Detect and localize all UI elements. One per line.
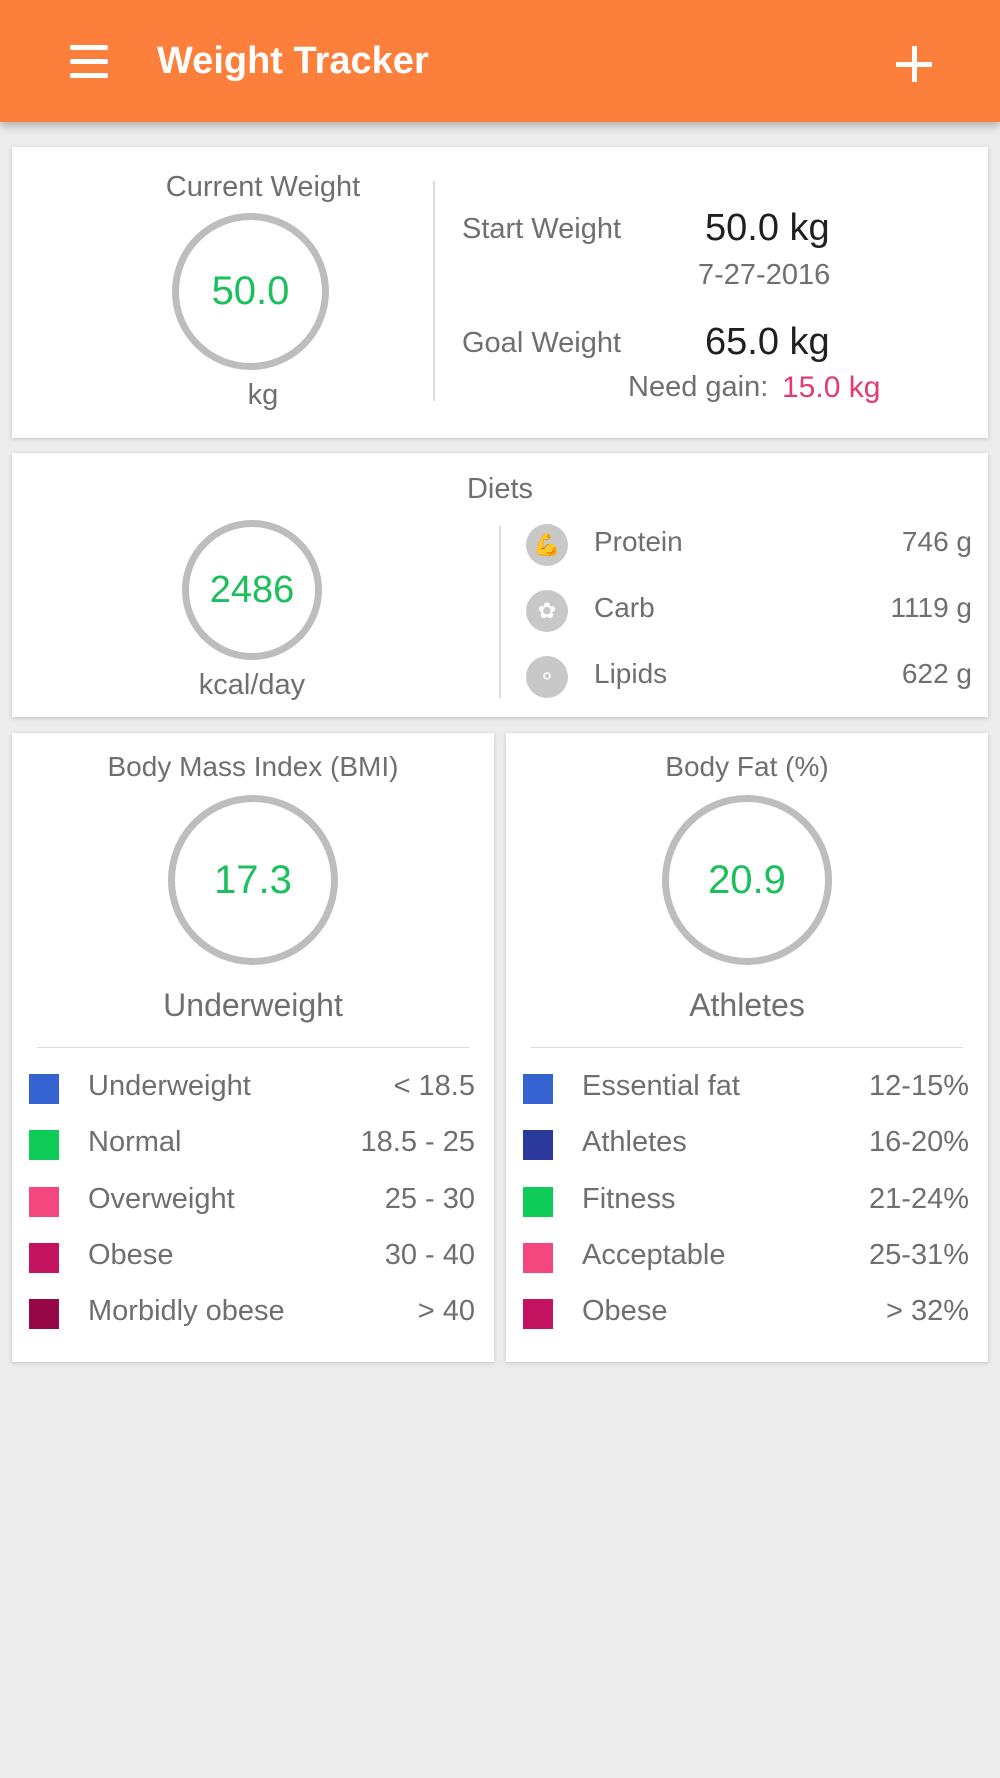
legend-range: 30 - 40 (384, 1239, 475, 1271)
macro-row-lipids: ⚬ Lipids 622 g (526, 652, 972, 702)
body-fat-value: 20.9 (708, 857, 786, 902)
legend-name: Morbidly obese (88, 1295, 285, 1327)
legend-item-underweight: Underweight < 18.5 (29, 1068, 475, 1104)
legend-range: 21-24% (869, 1183, 969, 1215)
legend-item-obese: Obese > 32% (523, 1293, 969, 1329)
legend-swatch (523, 1187, 553, 1217)
molecule-icon: ⚬ (526, 656, 568, 698)
legend-swatch (29, 1130, 59, 1160)
weight-divider (433, 181, 435, 401)
legend-item-essential-fat: Essential fat 12-15% (523, 1068, 969, 1104)
macro-row-protein: 💪 Protein 746 g (526, 520, 972, 570)
body-fat-title: Body Fat (%) (665, 751, 829, 782)
legend-name: Underweight (88, 1070, 251, 1102)
app-bar: Weight Tracker (0, 0, 1000, 122)
macro-value: 746 g (901, 526, 972, 557)
diets-card[interactable]: Diets 2486 kcal/day 💪 Protein 746 g ✿ Ca… (12, 453, 988, 717)
legend-swatch (29, 1299, 59, 1329)
bmi-title: Body Mass Index (BMI) (107, 751, 399, 782)
current-weight-value: 50.0 (211, 269, 290, 313)
current-weight-unit: kg (247, 379, 279, 411)
start-weight-value: 50.0 kg (705, 207, 830, 249)
legend-range: 25 - 30 (384, 1183, 475, 1215)
goal-weight-value: 65.0 kg (705, 321, 830, 363)
macro-name: Lipids (594, 658, 668, 689)
hamburger-menu-icon[interactable] (60, 36, 120, 88)
legend-name: Obese (88, 1239, 174, 1271)
legend-range: > 40 (417, 1295, 475, 1327)
macro-value: 622 g (901, 658, 972, 689)
muscle-icon: 💪 (526, 524, 568, 566)
legend-item-normal: Normal 18.5 - 25 (29, 1124, 475, 1160)
macro-name: Carb (594, 592, 655, 623)
legend-name: Overweight (88, 1183, 235, 1215)
start-weight-label: Start Weight (462, 213, 622, 245)
kcal-unit: kcal/day (198, 669, 306, 701)
legend-name: Fitness (582, 1183, 676, 1215)
kcal-value: 2486 (209, 568, 295, 611)
legend-swatch (29, 1074, 59, 1104)
legend-item-morbidly-obese: Morbidly obese > 40 (29, 1293, 475, 1329)
legend-name: Obese (582, 1295, 668, 1327)
weight-card[interactable]: Current Weight 50.0 kg Start Weight 50.0… (12, 147, 988, 438)
body-fat-divider (531, 1047, 963, 1048)
start-date: 7-27-2016 (698, 259, 831, 291)
legend-item-obese: Obese 30 - 40 (29, 1237, 475, 1273)
legend-swatch (523, 1243, 553, 1273)
kcal-ring: 2486 (182, 520, 322, 660)
macro-name: Protein (594, 526, 683, 557)
legend-range: > 32% (885, 1295, 969, 1327)
legend-swatch (29, 1187, 59, 1217)
legend-range: 16-20% (869, 1126, 969, 1158)
legend-range: < 18.5 (393, 1070, 475, 1102)
current-weight-ring: 50.0 (172, 213, 329, 370)
bmi-ring: 17.3 (168, 795, 338, 965)
legend-swatch (523, 1299, 553, 1329)
legend-swatch (523, 1130, 553, 1160)
legend-name: Athletes (582, 1126, 687, 1158)
current-weight-label: Current Weight (165, 171, 361, 203)
legend-range: 25-31% (869, 1239, 969, 1271)
legend-item-acceptable: Acceptable 25-31% (523, 1237, 969, 1273)
legend-item-overweight: Overweight 25 - 30 (29, 1181, 475, 1217)
body-fat-ring: 20.9 (662, 795, 832, 965)
plus-icon[interactable] (890, 40, 938, 88)
need-gain-label: Need gain: (628, 371, 769, 403)
body-fat-category: Athletes (689, 987, 805, 1023)
bmi-value: 17.3 (214, 857, 292, 902)
legend-item-athletes: Athletes 16-20% (523, 1124, 969, 1160)
wheat-icon: ✿ (526, 590, 568, 632)
bmi-category: Underweight (163, 987, 343, 1023)
goal-weight-label: Goal Weight (462, 327, 622, 359)
legend-name: Normal (88, 1126, 182, 1158)
bmi-divider (37, 1047, 469, 1048)
legend-range: 12-15% (869, 1070, 969, 1102)
macro-value: 1119 g (890, 592, 972, 623)
legend-item-fitness: Fitness 21-24% (523, 1181, 969, 1217)
macro-row-carb: ✿ Carb 1119 g (526, 586, 972, 636)
diets-title: Diets (466, 473, 534, 505)
bmi-card[interactable]: Body Mass Index (BMI) 17.3 Underweight U… (12, 733, 494, 1362)
legend-name: Essential fat (582, 1070, 740, 1102)
need-gain-value: 15.0 kg (782, 371, 881, 404)
legend-swatch (523, 1074, 553, 1104)
body-fat-card[interactable]: Body Fat (%) 20.9 Athletes Essential fat… (506, 733, 988, 1362)
legend-swatch (29, 1243, 59, 1273)
diets-divider (499, 526, 501, 698)
legend-range: 18.5 - 25 (360, 1126, 475, 1158)
legend-name: Acceptable (582, 1239, 726, 1271)
app-title: Weight Tracker (157, 40, 429, 82)
